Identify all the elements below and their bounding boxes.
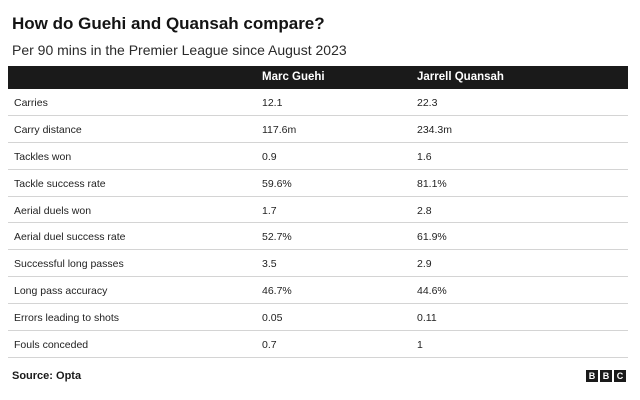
row-quansah-value: 61.9%	[417, 231, 447, 244]
source-note: Source: Opta	[12, 370, 82, 382]
table-header: Marc Guehi Jarrell Quansah	[8, 66, 628, 89]
row-quansah-value: 1	[417, 339, 423, 352]
bbc-logo-letter: C	[614, 370, 626, 382]
row-quansah-value: 234.3m	[417, 123, 453, 136]
table-row: Tackles won 0.9 1.6	[8, 143, 628, 170]
row-quansah-value: 44.6%	[417, 285, 447, 298]
bbc-logo-letter: B	[586, 370, 598, 382]
table-row: Successful long passes 3.5 2.9	[8, 250, 628, 278]
table-row: Aerial duels won 1.7 2.8	[8, 197, 628, 224]
row-metric-label: Carries	[14, 97, 48, 109]
table-row: Tackle success rate 59.6% 81.1%	[8, 170, 628, 197]
row-guehi-value: 3.5	[262, 258, 277, 271]
table-row: Aerial duel success rate 52.7% 61.9%	[8, 223, 628, 251]
column-header-guehi: Marc Guehi	[262, 71, 325, 83]
row-guehi-value: 1.7	[262, 204, 277, 217]
row-guehi-value: 46.7%	[262, 285, 292, 298]
row-quansah-value: 1.6	[417, 150, 432, 163]
row-guehi-value: 0.05	[262, 312, 283, 325]
row-quansah-value: 22.3	[417, 97, 438, 109]
row-metric-label: Tackle success rate	[14, 177, 106, 190]
table-row: Fouls conceded 0.7 1	[8, 331, 628, 358]
row-metric-label: Long pass accuracy	[14, 285, 108, 298]
row-metric-label: Carry distance	[14, 123, 82, 136]
table-row: Long pass accuracy 46.7% 44.6%	[8, 277, 628, 305]
row-quansah-value: 2.9	[417, 258, 432, 271]
row-quansah-value: 0.11	[417, 312, 437, 325]
row-guehi-value: 117.6m	[262, 123, 297, 136]
bbc-logo: B B C	[586, 370, 626, 382]
column-header-quansah: Jarrell Quansah	[417, 71, 504, 83]
chart-subtitle: Per 90 mins in the Premier League since …	[12, 42, 347, 58]
row-guehi-value: 12.1	[262, 97, 283, 109]
row-metric-label: Aerial duels won	[14, 204, 92, 217]
row-metric-label: Errors leading to shots	[14, 312, 120, 325]
table-row: Errors leading to shots 0.05 0.11	[8, 304, 628, 332]
table-row: Carry distance 117.6m 234.3m	[8, 116, 628, 143]
row-guehi-value: 52.7%	[262, 231, 292, 244]
row-metric-label: Successful long passes	[14, 258, 124, 271]
row-metric-label: Tackles won	[14, 150, 72, 163]
row-quansah-value: 81.1%	[417, 177, 447, 190]
table-row: Carries 12.1 22.3	[8, 89, 628, 116]
row-guehi-value: 59.6%	[262, 177, 292, 190]
row-quansah-value: 2.8	[417, 204, 432, 217]
row-guehi-value: 0.7	[262, 339, 277, 352]
row-guehi-value: 0.9	[262, 150, 277, 163]
row-metric-label: Aerial duel success rate	[14, 231, 126, 244]
table-body: Carries 12.1 22.3 Carry distance 117.6m 234.3…	[8, 89, 628, 358]
chart-title: How do Guehi and Quansah compare?	[12, 14, 325, 33]
bbc-logo-letter: B	[600, 370, 612, 382]
row-metric-label: Fouls conceded	[14, 339, 89, 352]
